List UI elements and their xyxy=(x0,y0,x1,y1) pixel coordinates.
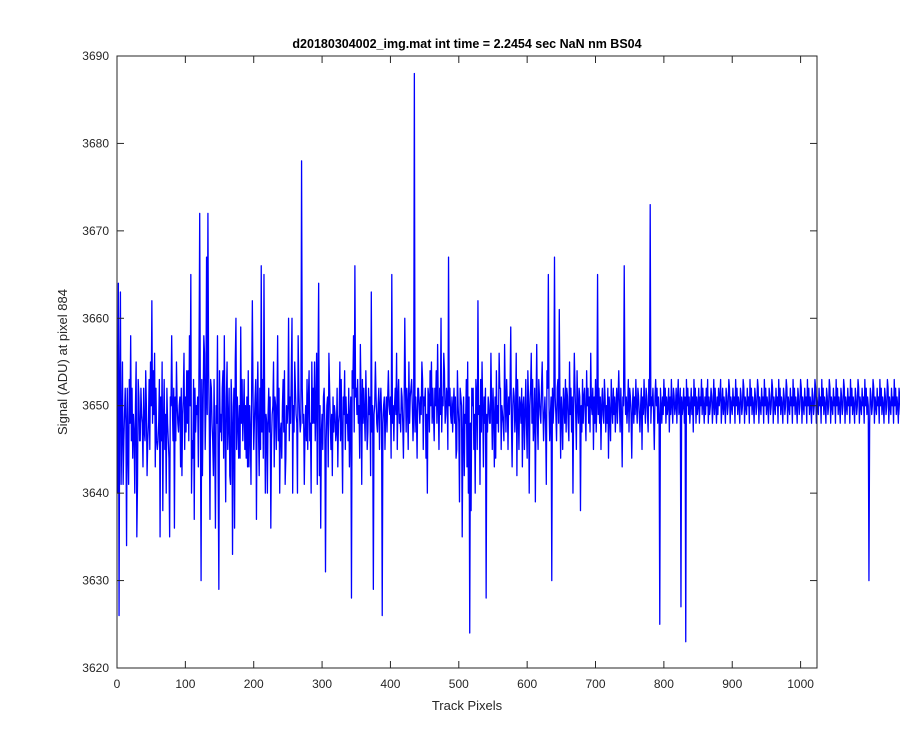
axes-box xyxy=(116,55,818,669)
x-tick-label: 1000 xyxy=(787,677,814,691)
y-tick-label: 3630 xyxy=(82,574,109,588)
x-tick-label: 400 xyxy=(380,677,400,691)
series-layer xyxy=(117,72,900,643)
x-tick-label: 300 xyxy=(312,677,332,691)
y-tick-label: 3690 xyxy=(82,49,109,63)
x-tick-label: 700 xyxy=(586,677,606,691)
y-axis-label: Signal (ADU) at pixel 884 xyxy=(55,289,70,435)
x-tick-label: 200 xyxy=(244,677,264,691)
y-tick-label: 3660 xyxy=(82,311,109,325)
chart-title: d20180304002_img.mat int time = 2.2454 s… xyxy=(292,37,641,51)
x-tick-label: 800 xyxy=(654,677,674,691)
series-line-0 xyxy=(117,72,900,643)
x-tick-label: 600 xyxy=(517,677,537,691)
y-tick-label: 3680 xyxy=(82,136,109,150)
ticks-layer: 0 100 200 300 400 500 600 700 800 900 1000 3620 3630… xyxy=(82,49,817,691)
x-tick-label: 0 xyxy=(114,677,121,691)
plot-area-background xyxy=(117,56,817,668)
x-axis-label: Track Pixels xyxy=(432,698,503,713)
x-tick-label: 100 xyxy=(175,677,195,691)
y-tick-label: 3670 xyxy=(82,224,109,238)
x-tick-label: 500 xyxy=(449,677,469,691)
x-tick-label: 900 xyxy=(722,677,742,691)
y-tick-label: 3640 xyxy=(82,486,109,500)
y-tick-label: 3650 xyxy=(82,399,109,413)
y-tick-label: 3620 xyxy=(82,661,109,675)
